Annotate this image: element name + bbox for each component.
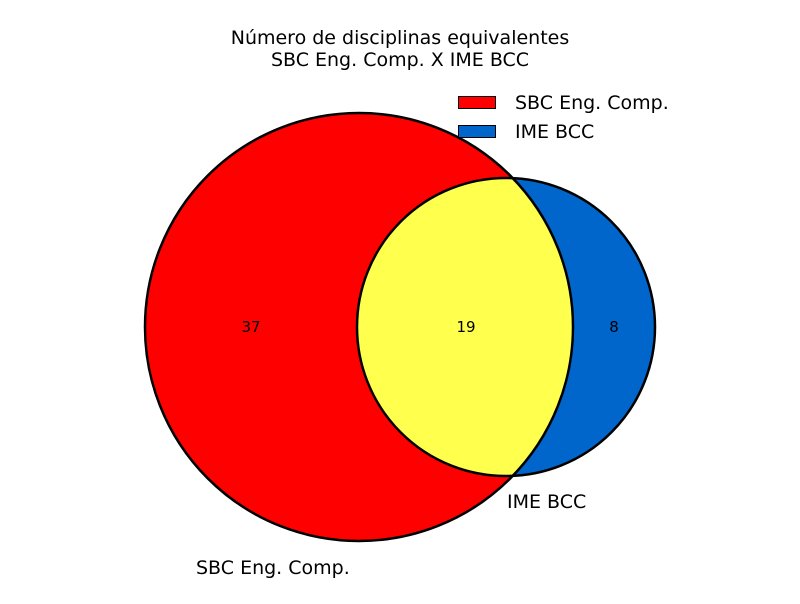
legend-swatch-set-b xyxy=(458,125,496,138)
set-a-outline xyxy=(143,111,575,543)
count-intersection: 19 xyxy=(456,318,476,336)
set-label-b: IME BCC xyxy=(507,491,587,513)
legend-label-set-b: IME BCC xyxy=(515,120,595,143)
legend-item-set-b: IME BCC xyxy=(458,117,669,146)
set-label-a: SBC Eng. Comp. xyxy=(196,557,350,579)
legend-item-set-a: SBC Eng. Comp. xyxy=(458,88,669,117)
intersection-region xyxy=(357,178,573,476)
legend: SBC Eng. Comp. IME BCC xyxy=(458,88,669,146)
chart-title-line-1: Número de disciplinas equivalentes xyxy=(230,27,570,49)
chart-title-line-2: SBC Eng. Comp. X IME BCC xyxy=(270,49,530,71)
set-b-outline xyxy=(355,176,657,478)
legend-label-set-a: SBC Eng. Comp. xyxy=(515,91,669,114)
count-only-set-a: 37 xyxy=(241,318,261,336)
legend-swatch-set-a xyxy=(458,96,496,109)
count-only-set-b: 8 xyxy=(609,318,619,336)
